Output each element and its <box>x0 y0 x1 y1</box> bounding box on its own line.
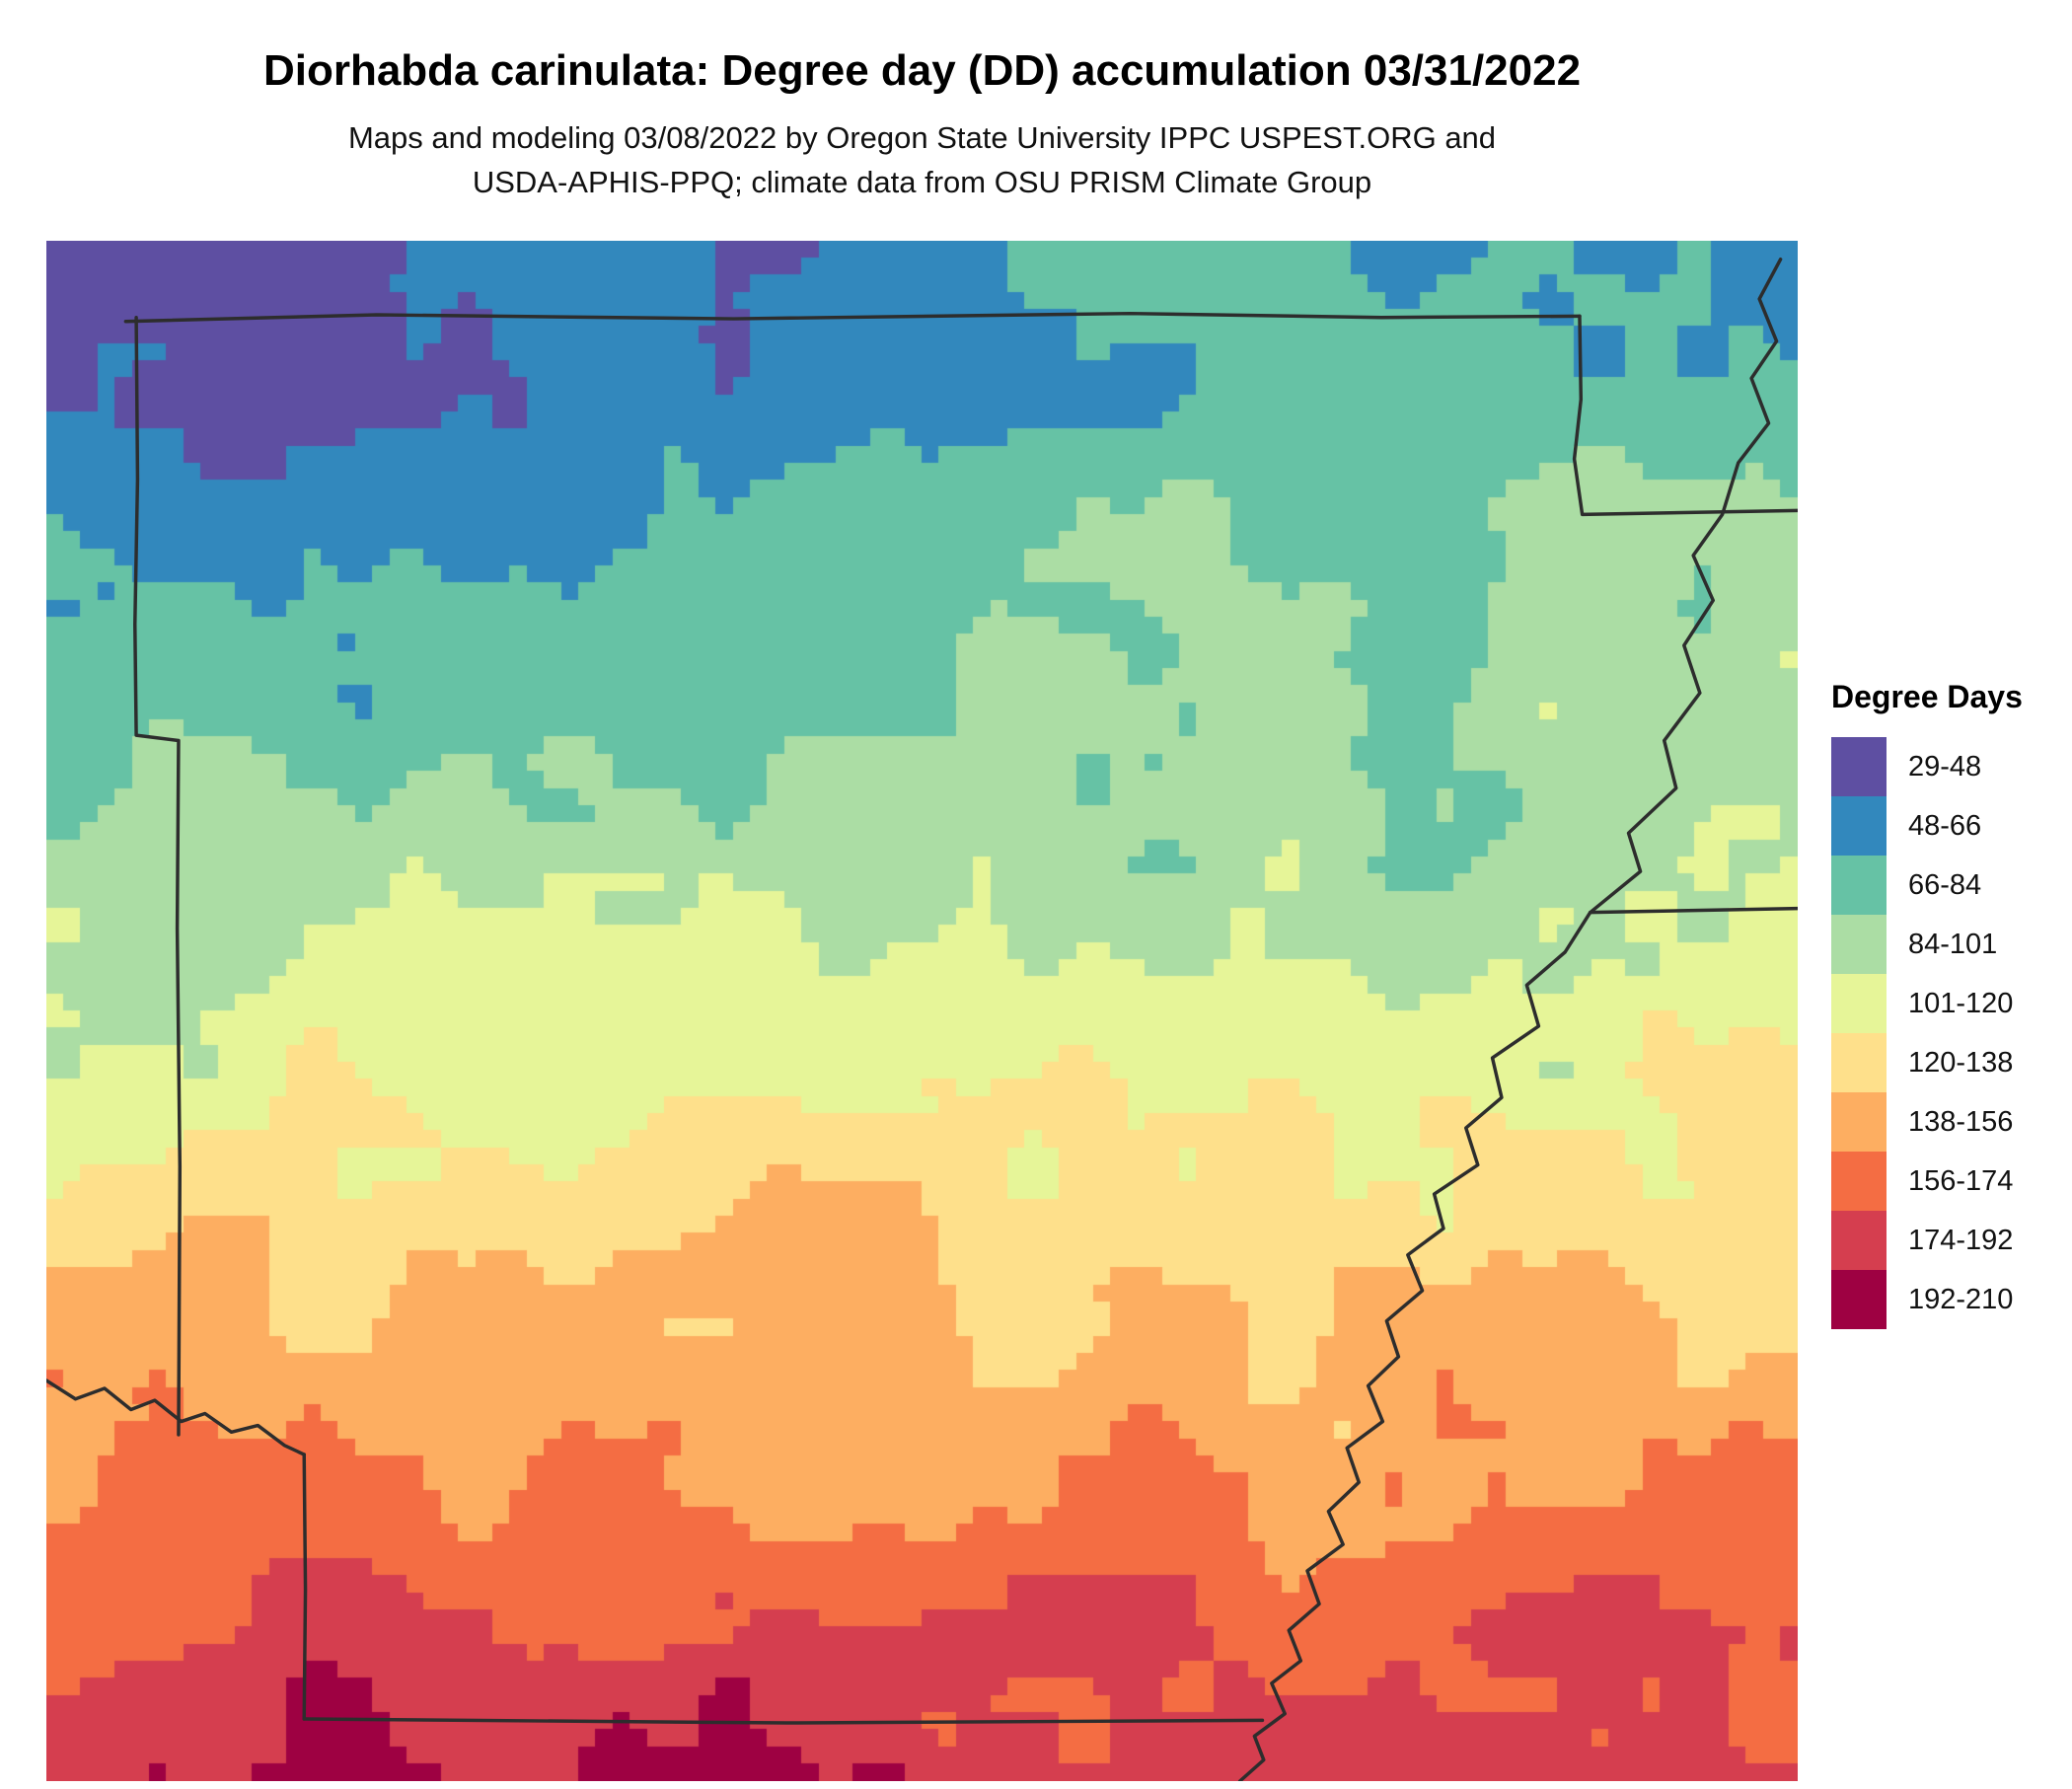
legend-entries: 29-48 48-66 66-84 84-101 101-120 120-138 138-1… <box>1831 737 2068 1329</box>
legend-swatch <box>1831 856 1887 915</box>
oklahoma-border-line <box>133 315 183 1437</box>
legend-entry: 192-210 <box>1831 1270 2068 1329</box>
texas-arkansas-border-line <box>302 1453 308 1721</box>
legend-entry: 48-66 <box>1831 796 2068 856</box>
legend-swatch <box>1831 1033 1887 1092</box>
subtitle-line-1: Maps and modeling 03/08/2022 by Oregon S… <box>347 120 1497 156</box>
legend-entry: 156-174 <box>1831 1152 2068 1211</box>
page-subtitle: Maps and modeling 03/08/2022 by Oregon S… <box>46 116 1798 205</box>
legend-label: 48-66 <box>1908 809 1982 842</box>
legend-entry: 174-192 <box>1831 1211 2068 1270</box>
legend-label: 84-101 <box>1908 928 1998 960</box>
tennessee-mississippi-border-line <box>1588 906 1798 915</box>
legend-entry: 101-120 <box>1831 974 2068 1033</box>
legend-swatch <box>1831 737 1887 796</box>
legend-swatch <box>1831 796 1887 856</box>
legend-swatch <box>1831 1152 1887 1211</box>
legend-label: 120-138 <box>1908 1046 2014 1079</box>
legend-label: 138-156 <box>1908 1105 2014 1138</box>
map-header: Diorhabda carinulata: Degree day (DD) ac… <box>46 46 1798 205</box>
legend-swatch <box>1831 1092 1887 1152</box>
legend-swatch <box>1831 915 1887 974</box>
missouri-bootheel-line <box>1572 314 1798 517</box>
legend-swatch <box>1831 974 1887 1033</box>
legend-label: 101-120 <box>1908 987 2014 1019</box>
subtitle-line-2: USDA-APHIS-PPQ; climate data from OSU PR… <box>472 165 1372 200</box>
legend-entry: 120-138 <box>1831 1033 2068 1092</box>
map-area <box>46 241 1798 1781</box>
legend-label: 29-48 <box>1908 750 1982 783</box>
legend-title: Degree Days <box>1831 679 2023 714</box>
legend-swatch <box>1831 1211 1887 1270</box>
mississippi-river-line <box>1237 258 1783 1781</box>
missouri-border-line <box>123 311 1582 324</box>
legend-label: 66-84 <box>1908 868 1982 901</box>
degree-day-raster-map <box>46 241 1798 1781</box>
louisiana-border-line <box>302 1717 1265 1725</box>
legend-label: 156-174 <box>1908 1164 2014 1197</box>
legend-swatch <box>1831 1270 1887 1329</box>
legend-entry: 138-156 <box>1831 1092 2068 1152</box>
legend: Degree Days 29-48 48-66 66-84 84-101 101-120… <box>1831 679 2068 1329</box>
red-river-border-line <box>46 1379 306 1456</box>
page-title: Diorhabda carinulata: Degree day (DD) ac… <box>262 46 1582 95</box>
legend-label: 174-192 <box>1908 1224 2014 1256</box>
state-boundaries-overlay <box>46 258 1798 1781</box>
legend-entry: 84-101 <box>1831 915 2068 974</box>
legend-entry: 66-84 <box>1831 856 2068 915</box>
legend-entry: 29-48 <box>1831 737 2068 796</box>
legend-label: 192-210 <box>1908 1283 2014 1315</box>
